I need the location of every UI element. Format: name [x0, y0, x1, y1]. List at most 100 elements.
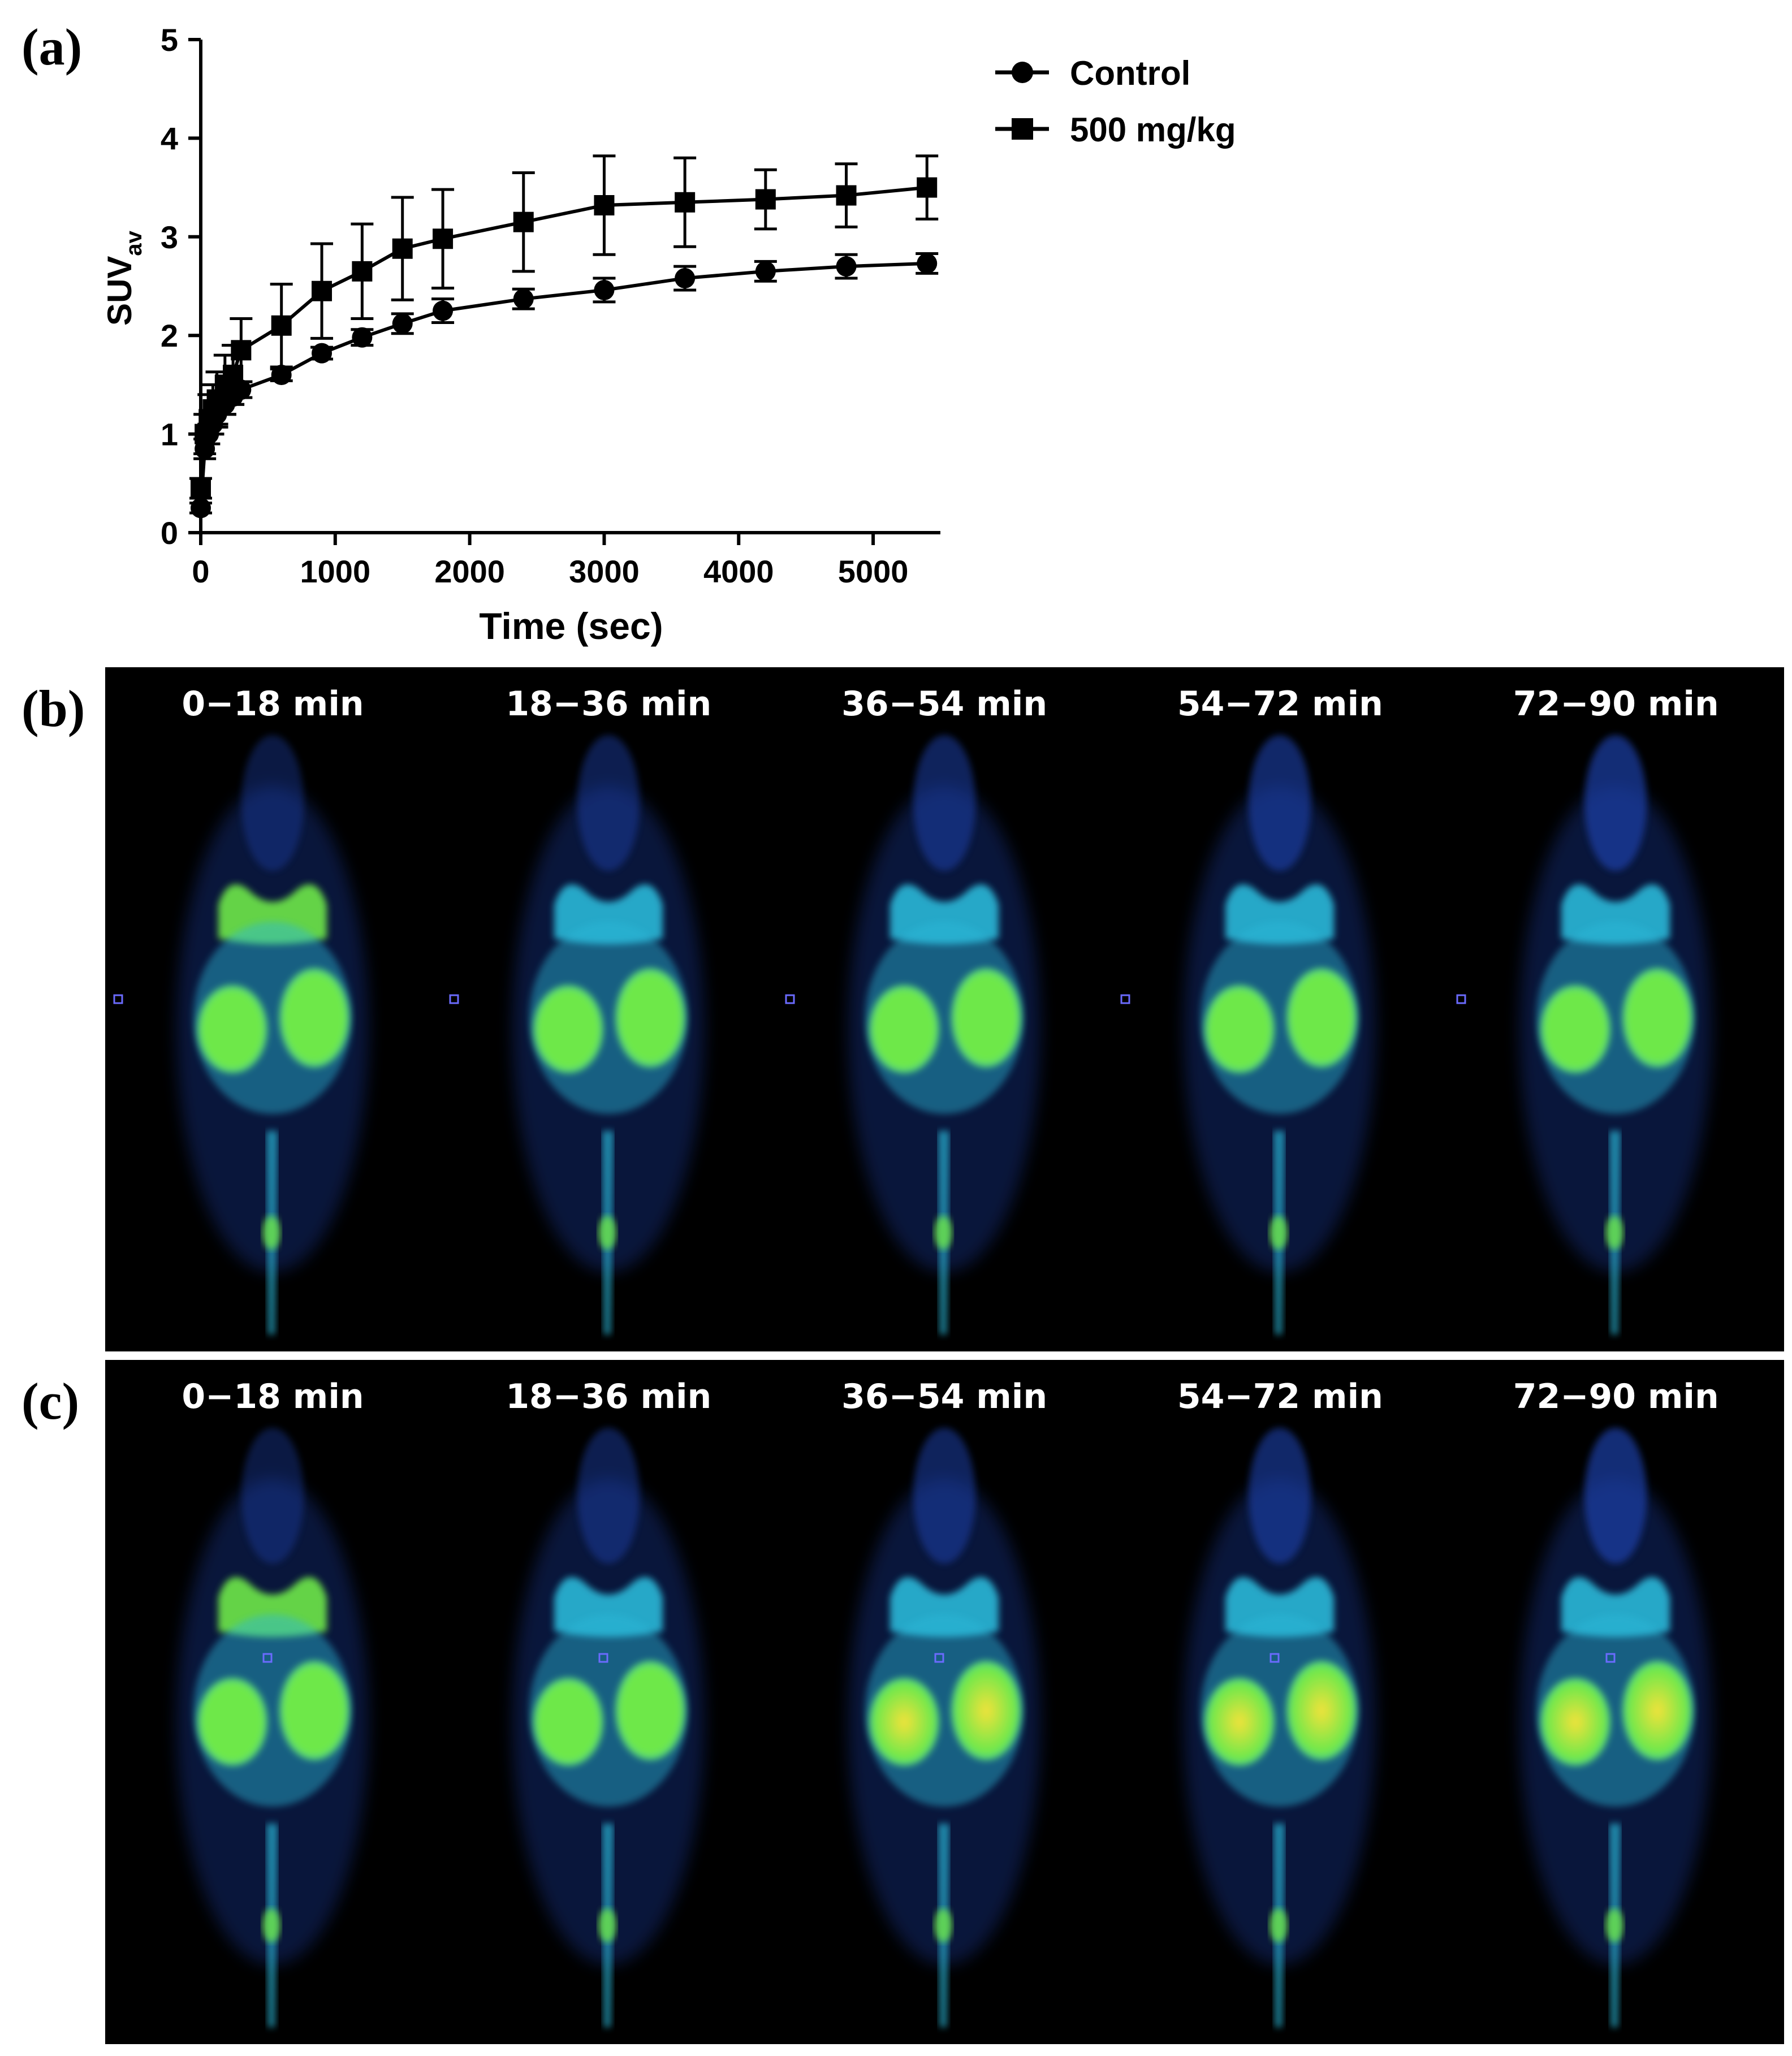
- kidney-right: [1286, 1661, 1357, 1760]
- head-region: [913, 735, 975, 871]
- tail-hotspot: [1605, 1908, 1624, 1942]
- data-point: [755, 261, 776, 282]
- kidney-left: [197, 1678, 267, 1766]
- data-point: [513, 288, 534, 309]
- roi-marker: [1456, 994, 1466, 1004]
- pet-time-label: 54−72 min: [1177, 1377, 1383, 1416]
- pet-scan-image: [1120, 735, 1376, 1334]
- x-tick-label: 5000: [838, 554, 909, 589]
- kidney-left: [869, 985, 939, 1073]
- kidney-left: [533, 985, 603, 1073]
- series-line: [199, 185, 927, 489]
- tail-hotspot: [598, 1216, 616, 1250]
- kidney-left: [1540, 985, 1611, 1073]
- chart-axes: 0 1 2 3 4 5 0 1000 2000 3000 4000 5000: [161, 22, 940, 589]
- x-tick-label: 1000: [300, 554, 371, 589]
- tail-hotspot: [934, 1908, 952, 1942]
- pet-scan-image: [1184, 1428, 1376, 2027]
- x-tick-label: 3000: [569, 554, 640, 589]
- head-region: [577, 1428, 640, 1563]
- pet-frame-c-3: 36−54 min: [777, 1360, 1112, 2044]
- head-region: [577, 735, 640, 871]
- data-point: [513, 211, 534, 232]
- tail-hotspot: [1269, 1908, 1288, 1942]
- pet-row-b: 0−18 min 18−36 min 36−54 min 54−72 min 72−90…: [105, 667, 1784, 1351]
- kidney-right: [1622, 968, 1693, 1068]
- data-point: [836, 185, 857, 206]
- head-region: [1249, 735, 1311, 871]
- data-point: [191, 498, 211, 519]
- data-point: [594, 279, 615, 300]
- data-point: [271, 364, 292, 385]
- legend-marker-control: [1012, 62, 1033, 83]
- x-tick-label: 4000: [703, 554, 774, 589]
- y-tick-label: 5: [161, 22, 178, 58]
- y-tick-label: 4: [161, 120, 178, 156]
- data-point: [352, 261, 373, 282]
- tail-hotspot: [934, 1216, 952, 1250]
- legend-label-500: 500 mg/kg: [1070, 111, 1236, 149]
- roi-marker: [113, 994, 123, 1004]
- pet-frame-b-5: 72−90 min: [1448, 667, 1784, 1351]
- data-point: [836, 256, 857, 277]
- pet-frame-b-3: 36−54 min: [777, 667, 1112, 1351]
- panel-label-b: (b): [21, 680, 85, 737]
- kidney-left: [1204, 1678, 1275, 1766]
- pet-frame-c-4: 54−72 min: [1112, 1360, 1448, 2044]
- pet-scan-image: [1519, 1428, 1712, 2027]
- y-tick-label: 1: [161, 417, 178, 452]
- pet-time-label: 54−72 min: [1177, 684, 1383, 724]
- data-point: [675, 192, 696, 213]
- pet-frame-b-1: 0−18 min: [105, 667, 441, 1351]
- pet-time-label: 18−36 min: [506, 1377, 712, 1416]
- data-point: [392, 313, 413, 334]
- pet-scan-image: [176, 1428, 369, 2027]
- tail-hotspot: [262, 1216, 280, 1250]
- roi-marker: [1269, 1653, 1280, 1663]
- data-point: [433, 228, 454, 249]
- data-point: [917, 253, 938, 274]
- pet-time-label: 18−36 min: [506, 684, 712, 724]
- pet-scan-image: [848, 1428, 1040, 2027]
- panel-label-a: (a): [21, 18, 83, 76]
- pet-row-c: 0−18 min 18−36 min 36−54 min 54−72 min 72−90…: [105, 1360, 1784, 2044]
- head-region: [913, 1428, 975, 1563]
- series-control: [189, 252, 939, 519]
- pet-scan-image: [785, 735, 1040, 1334]
- pet-time-label: 0−18 min: [182, 684, 364, 724]
- kidney-right: [615, 1661, 685, 1760]
- pet-frame-b-2: 18−36 min: [441, 667, 776, 1351]
- tail-hotspot: [598, 1908, 616, 1942]
- pet-frame-b-4: 54−72 min: [1112, 667, 1448, 1351]
- y-axis-label: SUVav: [101, 230, 146, 326]
- pet-time-label: 0−18 min: [182, 1377, 364, 1416]
- head-region: [241, 1428, 304, 1563]
- kidney-right: [1622, 1661, 1693, 1760]
- y-tick-label: 2: [161, 318, 178, 353]
- data-point: [271, 315, 292, 336]
- kidney-left: [869, 1678, 939, 1766]
- pet-time-label: 72−90 min: [1513, 1377, 1719, 1416]
- suv-time-chart: 0 1 2 3 4 5 0 1000 2000 3000 4000 5000 SUVav Time (…: [101, 22, 1236, 647]
- head-region: [1584, 735, 1647, 871]
- head-region: [1249, 1428, 1311, 1563]
- roi-marker: [262, 1653, 273, 1663]
- y-tick-label: 0: [161, 515, 178, 551]
- tail-hotspot: [1269, 1216, 1288, 1250]
- pet-scan-image: [512, 1428, 705, 2027]
- roi-marker: [598, 1653, 608, 1663]
- pet-scan-image: [1456, 735, 1712, 1334]
- kidney-right: [951, 1661, 1021, 1760]
- x-axis-label: Time (sec): [479, 605, 663, 647]
- tail-hotspot: [262, 1908, 280, 1942]
- kidney-left: [1540, 1678, 1611, 1766]
- roi-marker: [934, 1653, 944, 1663]
- panel-label-c: (c): [21, 1372, 80, 1430]
- series-500mg: [189, 154, 939, 500]
- pet-frame-c-5: 72−90 min: [1448, 1360, 1784, 2044]
- chart-legend: Control 500 mg/kg: [995, 54, 1236, 149]
- data-point: [312, 343, 333, 364]
- roi-marker: [449, 994, 459, 1004]
- kidney-right: [615, 968, 685, 1068]
- head-region: [241, 735, 304, 871]
